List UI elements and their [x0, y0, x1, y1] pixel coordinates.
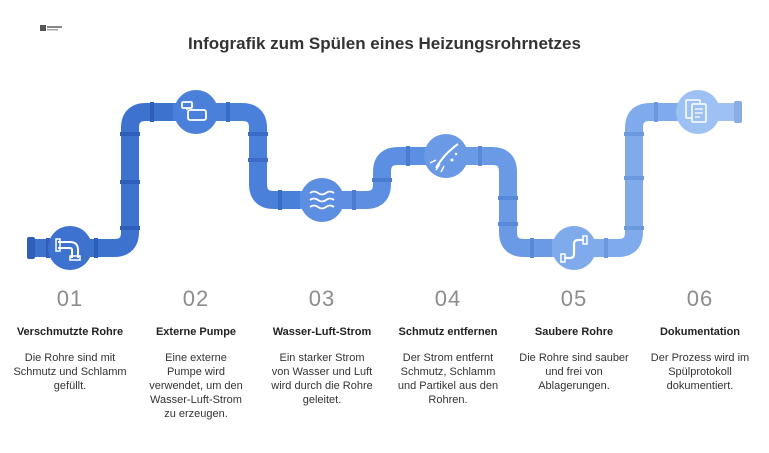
step-description: Die Rohre sind sauber und frei von Ablag…	[519, 352, 629, 392]
step-02: 02 Externe Pumpe Eine externe Pumpe wird…	[133, 286, 259, 421]
step-description: Der Strom entfernt Schmutz, Schlamm und …	[397, 352, 499, 406]
pipe-segment-5	[552, 102, 680, 258]
pipe-segment-1	[27, 102, 173, 259]
step-number: 01	[56, 286, 84, 311]
clean-pipe-icon	[552, 226, 596, 270]
step-description: Ein starker Strom von Wasser und Luft wi…	[271, 352, 373, 406]
wind-waves-icon	[300, 178, 344, 222]
step-number: 05	[560, 286, 588, 311]
step-title: Wasser-Luft-Strom	[272, 326, 372, 338]
step-title: Schmutz entfernen	[398, 326, 498, 338]
pump-icon	[174, 90, 218, 134]
pipe-segment-4	[426, 146, 552, 258]
pipe-segment-2	[173, 102, 300, 210]
step-01: 01 Verschmutzte Rohre Die Rohre sind mit…	[7, 286, 133, 393]
step-description: Der Prozess wird im Spülprotokoll dokume…	[650, 352, 750, 392]
page-title: Infografik zum Spülen eines Heizungsrohr…	[188, 34, 581, 53]
step-description: Die Rohre sind mit Schmutz und Schlamm g…	[13, 352, 127, 392]
step-title: Dokumentation	[659, 326, 741, 338]
step-title: Externe Pumpe	[155, 326, 237, 338]
logo-icon	[40, 25, 62, 31]
step-number: 06	[686, 286, 714, 311]
documents-icon	[676, 90, 720, 134]
step-number: 03	[308, 286, 336, 311]
step-04: 04 Schmutz entfernen Der Strom entfernt …	[385, 286, 511, 407]
step-number: 02	[182, 286, 210, 311]
step-title: Verschmutzte Rohre	[16, 326, 124, 338]
step-number: 04	[434, 286, 462, 311]
step-03: 03 Wasser-Luft-Strom Ein starker Strom v…	[259, 286, 385, 407]
pipe-segment-3	[300, 146, 426, 210]
cleaning-icon	[424, 134, 468, 178]
pipe-icon	[48, 226, 92, 270]
step-05: 05 Saubere Rohre Die Rohre sind sauber u…	[511, 286, 637, 393]
step-description: Eine externe Pumpe wird verwendet, um de…	[149, 352, 243, 420]
step-title: Saubere Rohre	[534, 326, 614, 338]
step-06: 06 Dokumentation Der Prozess wird im Spü…	[637, 286, 763, 393]
